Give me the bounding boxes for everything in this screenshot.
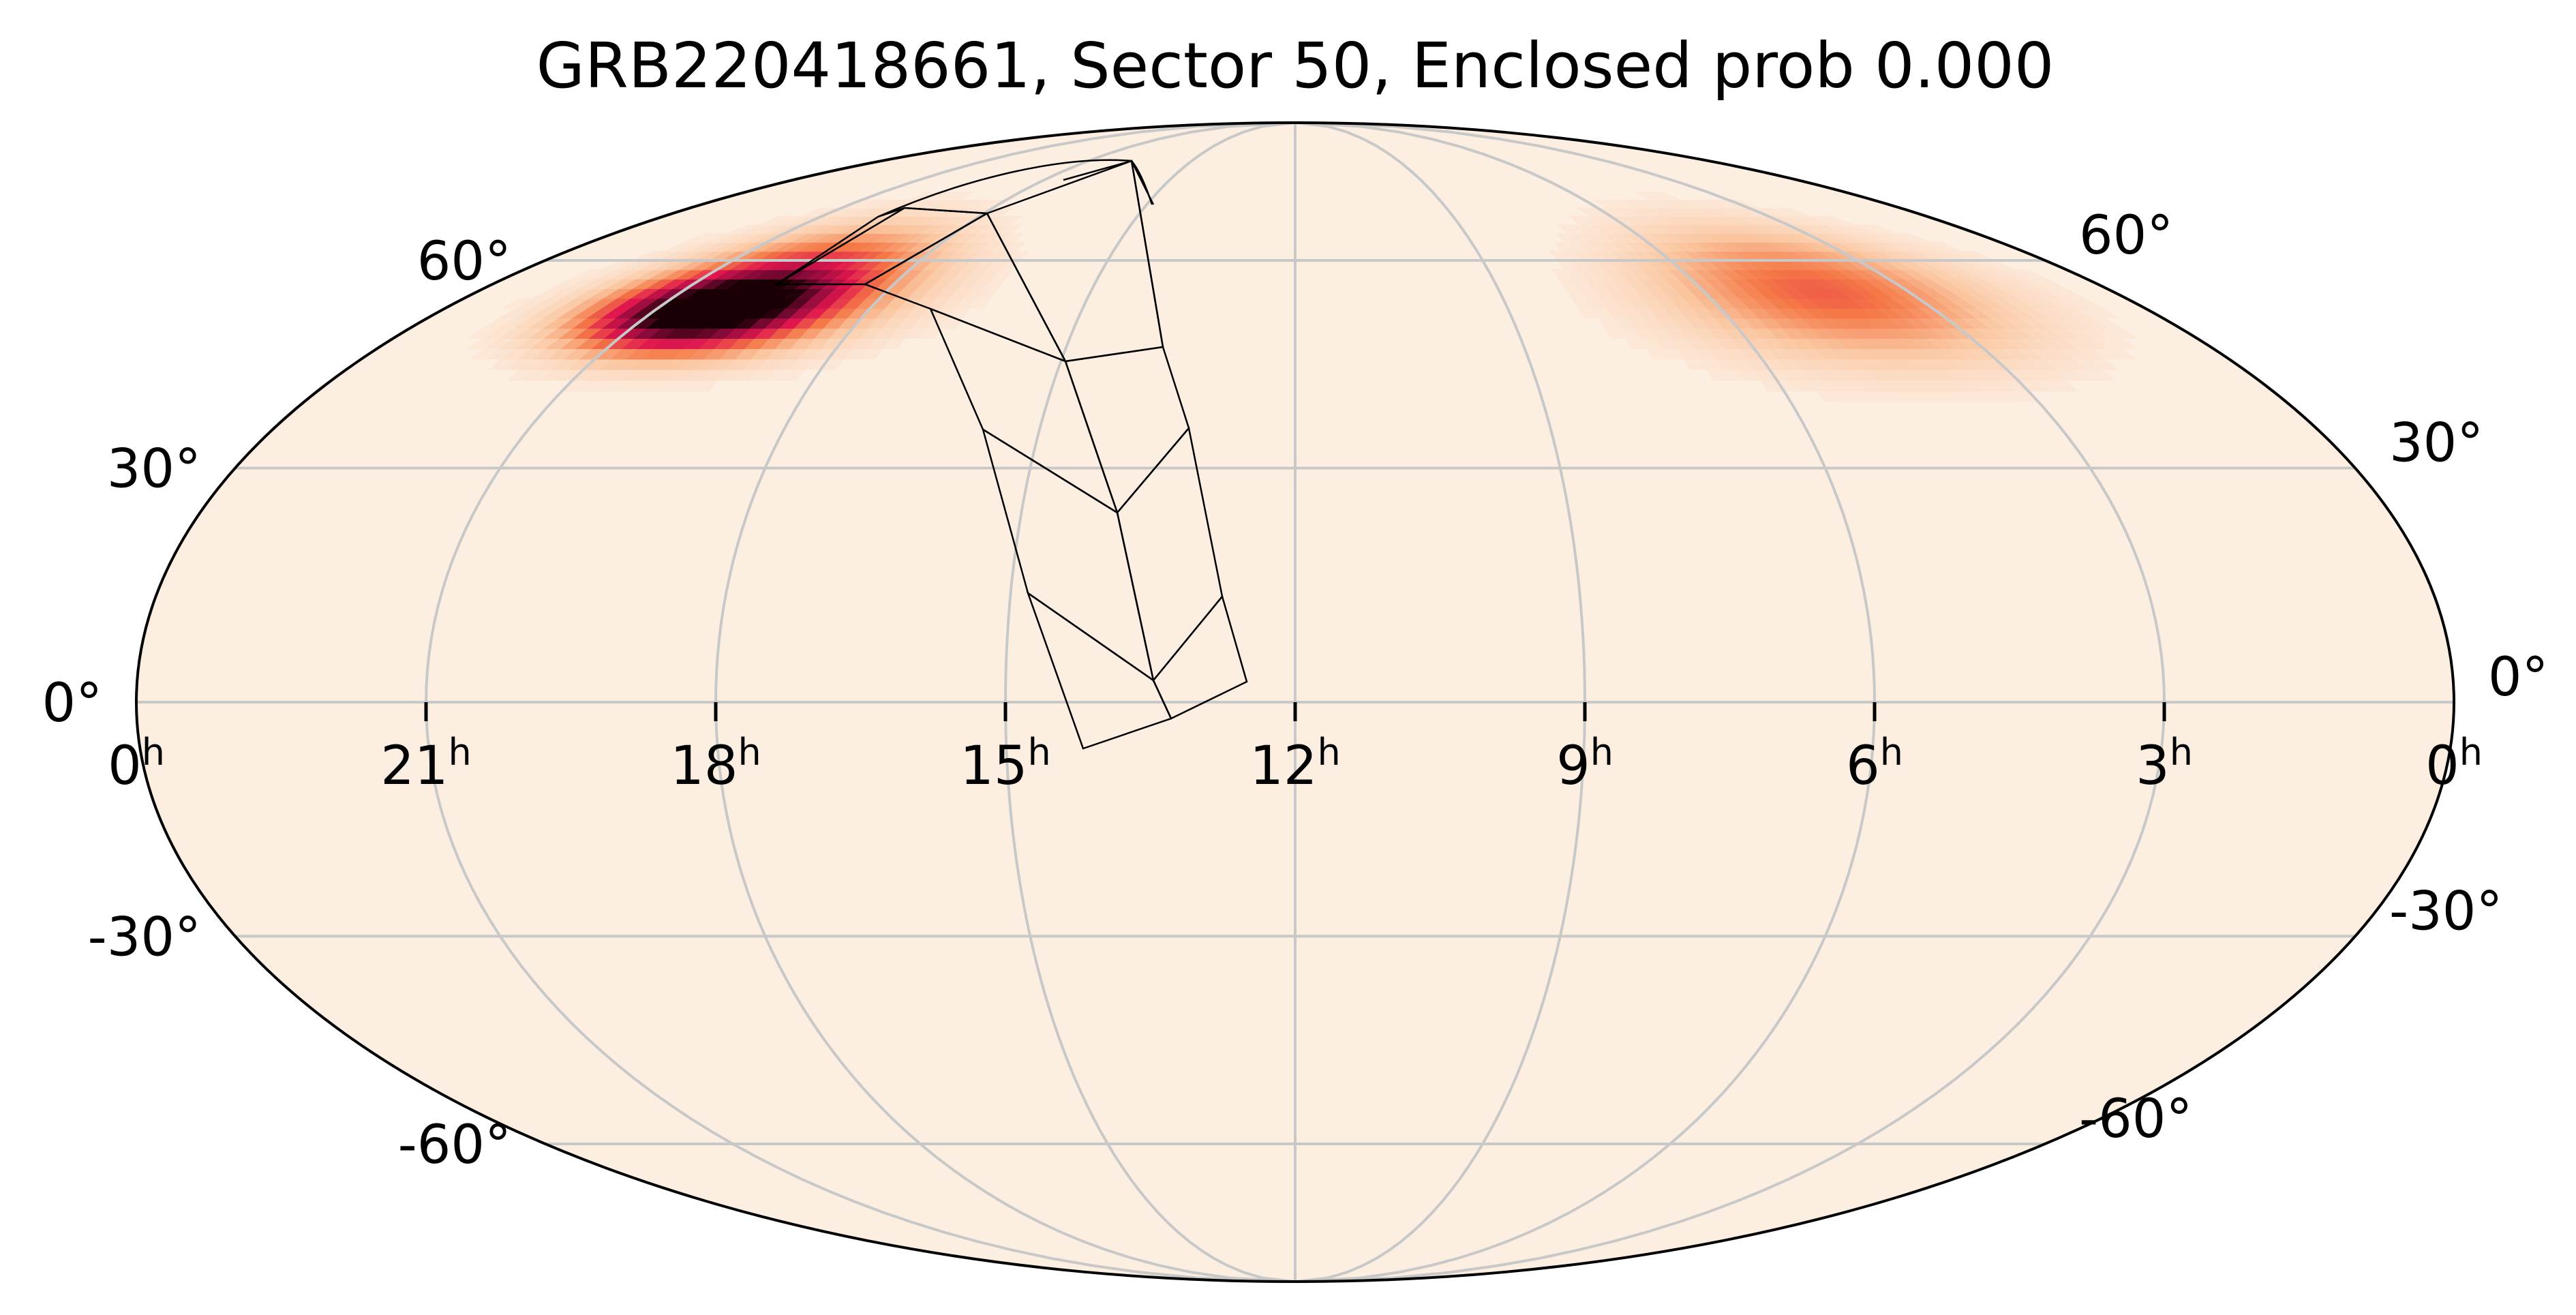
ra-tick-label-0: 0h — [108, 731, 165, 797]
ra-tick-label-5: 9h — [1556, 731, 1613, 797]
tess-footprints — [773, 159, 1248, 750]
dec-right-label-2: 0° — [2488, 647, 2549, 708]
ra-tick-label-3: 15h — [960, 731, 1051, 797]
ra-tick-label-7: 3h — [2136, 731, 2193, 797]
dec-left-label-2: 0° — [42, 673, 103, 734]
ccd-right-rail — [1130, 160, 1164, 348]
dec-right-label-0: 60° — [2079, 205, 2173, 267]
heatmap-cell-1089 — [758, 215, 790, 226]
probability-heatmap — [466, 192, 2139, 402]
heatmap-cell-1066 — [1567, 215, 1592, 226]
heatmap-cell-1110 — [1576, 207, 1603, 217]
ccd-top-edge — [877, 159, 1153, 218]
dec-right-label-1: 30° — [2389, 413, 2483, 474]
ra-tick-label-8: 0h — [2425, 731, 2483, 797]
ra-tick-label-2: 18h — [670, 731, 761, 797]
ra-tick-label-4: 12h — [1249, 731, 1341, 797]
dec-right-label-3: -30° — [2389, 881, 2502, 942]
heatmap-cell-1129 — [800, 207, 832, 217]
ra-tick-label-1: 21h — [380, 731, 472, 797]
dec-right-label-4: -60° — [2079, 1089, 2192, 1150]
ccd-top-cap — [877, 207, 988, 218]
map-boundary — [135, 121, 2455, 1283]
ra-tick-label-6: 6h — [1846, 731, 1903, 797]
chart-title: GRB220418661, Sector 50, Enclosed prob 0… — [536, 29, 2055, 102]
ra-tick-labels: 0h 21h 18h 15h 12h 9h 6h 3h 0h — [108, 731, 2483, 797]
heatmap-cell-700 — [1551, 269, 1573, 279]
heatmap-cell-899 — [1552, 241, 1575, 252]
heatmap-cell-959 — [1555, 232, 1579, 243]
heatmap-cell-1041 — [727, 224, 759, 235]
dec-left-label-0: 60° — [417, 231, 511, 292]
heatmap-cell-523 — [500, 298, 535, 309]
heatmap-cell-1016 — [1557, 224, 1581, 235]
ra-tick-marks — [424, 702, 2166, 721]
heatmap-cell-1162 — [1634, 192, 1662, 201]
heatmap-cell-1144 — [1592, 199, 1620, 209]
heatmap-cell-987 — [684, 232, 716, 243]
dec-left-label-4: -60° — [398, 1115, 511, 1176]
dec-tick-labels: 60° 30° 0° -30° -60° 60° 30° 0° -30° -60° — [42, 205, 2549, 1176]
dec-left-label-3: -30° — [88, 907, 201, 968]
dec-left-label-1: 30° — [107, 439, 201, 500]
heatmap-cell-733 — [569, 269, 601, 279]
ccd-top-left — [776, 215, 879, 286]
